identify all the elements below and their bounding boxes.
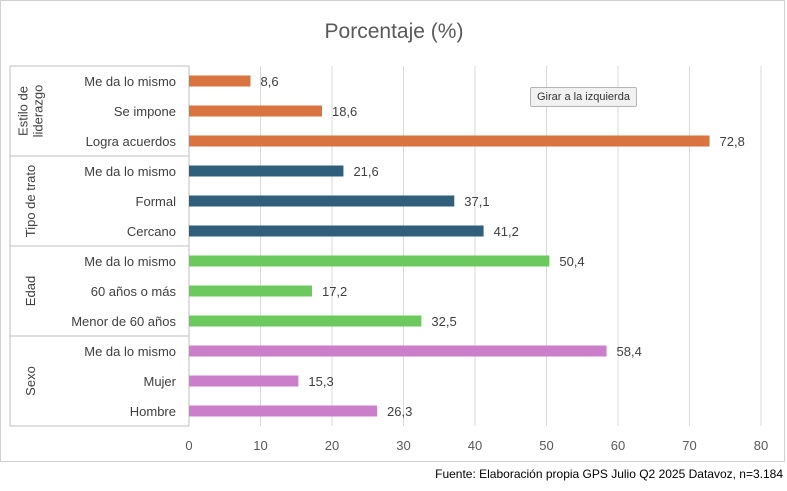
group-label-sexo: Sexo — [23, 366, 38, 396]
x-tick-70: 70 — [682, 438, 696, 453]
x-tick-20: 20 — [325, 438, 339, 453]
data-labels: 8,6 18,6 72,8 21,6 37,1 41,2 50,4 17,2 32,5 58,4 1… — [260, 74, 744, 419]
bar-chart: Porcentaje (%) Estilo deliderazgo Tipo de… — [9, 20, 768, 453]
category-label-estilo-de-liderazgo-se-impone: Se impone — [114, 104, 176, 119]
bars — [189, 75, 710, 417]
x-tick-80: 80 — [754, 438, 768, 453]
data-label-tipo-de-trato-me-da-lo-mismo: 21,6 — [353, 164, 378, 179]
grid-lines — [188, 66, 762, 426]
category-label-tipo-de-trato-formal: Formal — [136, 194, 177, 209]
bar-sexo-me-da-lo-mismo — [189, 345, 607, 357]
bar-tipo-de-trato-me-da-lo-mismo — [189, 165, 344, 177]
group-label-estilo-de-liderazgo: Estilo deliderazgo — [16, 85, 46, 138]
category-label-edad-menor-de-60-anos: Menor de 60 años — [71, 314, 176, 329]
bar-edad-menor-de-60-anos — [189, 315, 422, 327]
category-label-estilo-de-liderazgo-logra-acuerdos: Logra acuerdos — [86, 134, 177, 149]
chart-frame: Porcentaje (%) Estilo deliderazgo Tipo de… — [0, 0, 785, 462]
x-tick-60: 60 — [611, 438, 625, 453]
group-label-tipo-de-trato: Tipo de trato — [23, 165, 38, 238]
category-label-estilo-de-liderazgo-me-da-lo-mismo: Me da lo mismo — [84, 74, 176, 89]
category-label-edad-60-anos-o-mas: 60 años o más — [91, 284, 177, 299]
x-tick-0: 0 — [185, 438, 192, 453]
group-label-edad: Edad — [23, 276, 38, 306]
data-label-estilo-de-liderazgo-se-impone: 18,6 — [332, 104, 357, 119]
bar-estilo-de-liderazgo-se-impone — [189, 105, 322, 117]
source-note: Fuente: Elaboración propia GPS Julio Q2 … — [435, 467, 783, 481]
chart-title: Porcentaje (%) — [325, 20, 464, 43]
data-label-tipo-de-trato-formal: 37,1 — [464, 194, 489, 209]
bar-estilo-de-liderazgo-logra-acuerdos — [189, 135, 710, 147]
x-tick-40: 40 — [468, 438, 482, 453]
data-label-sexo-me-da-lo-mismo: 58,4 — [617, 344, 642, 359]
category-label-tipo-de-trato-cercano: Cercano — [127, 224, 176, 239]
bar-tipo-de-trato-formal — [189, 195, 455, 207]
data-label-tipo-de-trato-cercano: 41,2 — [494, 224, 519, 239]
axis-structure — [9, 65, 190, 427]
bar-tipo-de-trato-cercano — [189, 225, 484, 237]
category-label-tipo-de-trato-me-da-lo-mismo: Me da lo mismo — [84, 164, 176, 179]
x-tick-10: 10 — [253, 438, 267, 453]
bar-edad-60-anos-o-mas — [189, 285, 312, 297]
data-label-estilo-de-liderazgo-logra-acuerdos: 72,8 — [720, 134, 745, 149]
bar-sexo-mujer — [189, 375, 299, 387]
bar-sexo-hombre — [189, 405, 378, 417]
data-label-edad-menor-de-60-anos: 32,5 — [431, 314, 456, 329]
category-label-sexo-me-da-lo-mismo: Me da lo mismo — [84, 344, 176, 359]
data-label-sexo-mujer: 15,3 — [308, 374, 333, 389]
category-labels: Me da lo mismo Se impone Logra acuerdos Me … — [71, 74, 176, 419]
data-label-edad-60-anos-o-mas: 17,2 — [322, 284, 347, 299]
rotate-left-tooltip: Girar a la izquierda — [530, 87, 637, 107]
x-tick-labels: 0 10 20 30 40 50 60 70 80 — [185, 438, 768, 453]
category-label-sexo-hombre: Hombre — [130, 404, 176, 419]
bar-estilo-de-liderazgo-me-da-lo-mismo — [189, 75, 251, 87]
x-tick-50: 50 — [539, 438, 553, 453]
category-label-sexo-mujer: Mujer — [143, 374, 176, 389]
bar-edad-me-da-lo-mismo — [189, 255, 550, 267]
group-labels: Estilo deliderazgo Tipo de trato Edad Sexo — [16, 85, 46, 396]
data-label-sexo-hombre: 26,3 — [387, 404, 412, 419]
x-tick-30: 30 — [396, 438, 410, 453]
data-label-edad-me-da-lo-mismo: 50,4 — [559, 254, 584, 269]
category-label-edad-me-da-lo-mismo: Me da lo mismo — [84, 254, 176, 269]
data-label-estilo-de-liderazgo-me-da-lo-mismo: 8,6 — [260, 74, 278, 89]
